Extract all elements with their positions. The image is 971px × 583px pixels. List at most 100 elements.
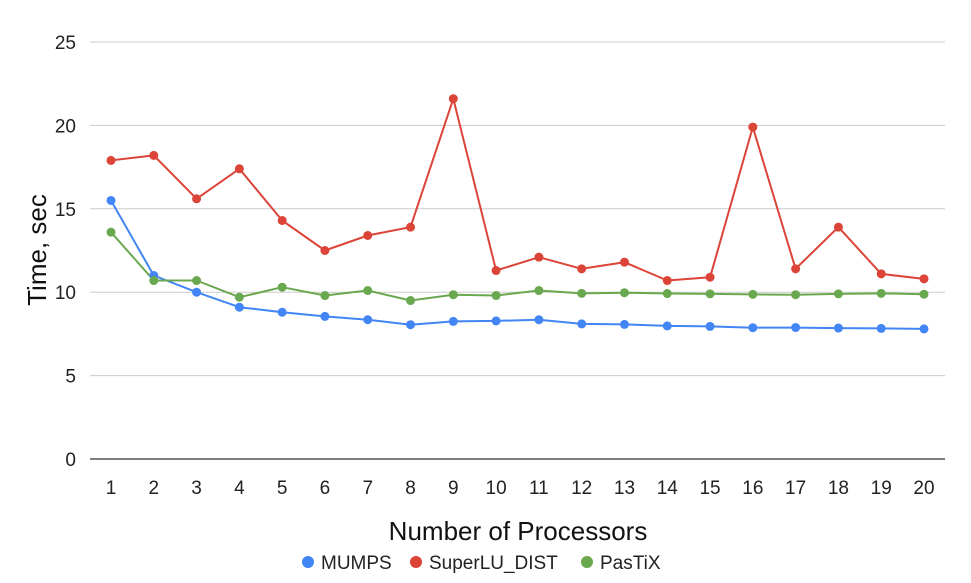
data-point [192, 194, 202, 204]
data-point [662, 289, 672, 299]
series-lines [110, 97, 925, 330]
y-tick-label: 10 [55, 283, 76, 304]
data-point [748, 122, 758, 132]
x-axis-title: Number of Processors [389, 516, 648, 546]
data-point [791, 290, 801, 300]
data-point [791, 264, 801, 274]
data-point [149, 276, 159, 286]
y-tick-label: 25 [55, 33, 76, 54]
x-tick-label: 16 [742, 478, 763, 499]
data-point [748, 289, 758, 299]
data-point [448, 316, 458, 326]
data-point [363, 286, 373, 296]
x-tick-label: 9 [448, 478, 459, 499]
data-point [277, 282, 287, 292]
data-point [619, 288, 629, 298]
data-point [234, 164, 244, 174]
grid-lines [90, 41, 945, 460]
data-point [619, 257, 629, 267]
x-tick-label: 1 [106, 478, 117, 499]
x-tick-label: 14 [657, 478, 679, 499]
data-point [705, 289, 715, 299]
x-tick-label: 13 [614, 478, 635, 499]
data-point [876, 323, 886, 333]
data-point [705, 321, 715, 331]
x-tick-label: 6 [320, 478, 331, 499]
data-point [748, 323, 758, 333]
data-point [234, 302, 244, 312]
data-point [406, 296, 416, 306]
data-point [363, 315, 373, 325]
data-point [234, 292, 244, 302]
legend-marker [302, 556, 314, 568]
x-tick-label: 3 [191, 478, 202, 499]
data-point [577, 319, 587, 329]
y-tick-label: 20 [55, 116, 76, 137]
data-point [448, 290, 458, 300]
data-point [363, 230, 373, 240]
data-point [833, 289, 843, 299]
data-point [320, 291, 330, 301]
data-point [919, 289, 929, 299]
x-tick-labels: 1 2 3 4 5 6 7 8 9 10 11 12 13 14 15 16 17 18 19 20 [106, 478, 935, 499]
data-point [577, 264, 587, 274]
data-point [534, 315, 544, 325]
data-point [448, 94, 458, 104]
data-point [705, 272, 715, 282]
data-point [277, 215, 287, 225]
data-point [662, 321, 672, 331]
data-point [491, 291, 501, 301]
data-point [277, 307, 287, 317]
x-tick-label: 12 [571, 478, 592, 499]
data-point [406, 320, 416, 330]
x-tick-label: 2 [149, 478, 160, 499]
legend-label: MUMPS [321, 553, 392, 574]
data-point [192, 276, 202, 286]
x-tick-label: 7 [362, 478, 373, 499]
data-point [534, 252, 544, 262]
data-point [106, 195, 116, 205]
legend-label: SuperLU_DIST [429, 553, 558, 574]
data-point [577, 288, 587, 298]
series-line-mumps [110, 200, 925, 330]
x-tick-label: 8 [405, 478, 416, 499]
data-point [919, 324, 929, 334]
x-tick-label: 19 [871, 478, 892, 499]
legend-marker [410, 556, 422, 568]
data-point [320, 311, 330, 321]
y-tick-label: 5 [65, 367, 76, 388]
data-point [406, 222, 416, 232]
data-point [876, 269, 886, 279]
x-tick-label: 15 [699, 478, 720, 499]
data-point [534, 286, 544, 296]
legend-marker [581, 556, 593, 568]
data-point [662, 276, 672, 286]
y-tick-label: 15 [55, 200, 76, 221]
data-point [320, 246, 330, 255]
data-point [106, 155, 116, 165]
x-tick-label: 11 [529, 478, 549, 499]
data-point [791, 323, 801, 333]
series-points [106, 94, 929, 334]
x-tick-label: 4 [234, 478, 245, 499]
series-line-pastix [110, 231, 925, 302]
y-axis-title: Time, sec [22, 194, 52, 306]
data-point [149, 150, 159, 160]
data-point [106, 227, 116, 237]
y-tick-labels: 0 5 10 15 20 25 [55, 33, 76, 471]
data-point [833, 222, 843, 232]
x-tick-label: 18 [828, 478, 849, 499]
y-tick-label: 0 [65, 450, 76, 471]
legend: MUMPS SuperLU_DIST PasTiX [302, 553, 661, 574]
data-point [491, 266, 501, 276]
data-point [619, 319, 629, 329]
x-tick-label: 20 [913, 478, 934, 499]
data-point [192, 287, 202, 297]
x-tick-label: 5 [277, 478, 288, 499]
data-point [833, 323, 843, 333]
data-point [919, 274, 929, 284]
legend-label: PasTiX [600, 553, 661, 574]
x-tick-label: 10 [486, 478, 507, 499]
series-line-superlu-dist [110, 97, 925, 282]
